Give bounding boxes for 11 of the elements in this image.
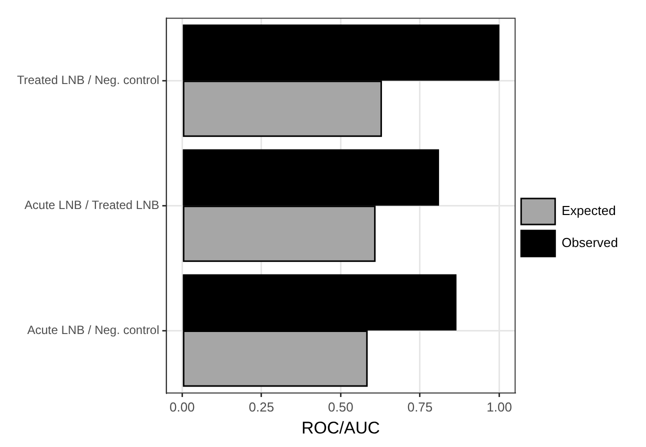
y-tick-label: Acute LNB / Neg. control (27, 322, 160, 337)
x-tick-label: 0.00 (169, 399, 195, 414)
x-tick-label: 0.25 (248, 399, 274, 414)
y-tick-label: Acute LNB / Treated LNB (24, 198, 160, 212)
y-tick-label: Treated LNB / Neg. control (16, 72, 160, 87)
x-axis-title: ROC/AUC (302, 418, 380, 438)
x-tick-label: 0.75 (407, 399, 433, 414)
legend-label: Observed (562, 235, 618, 250)
x-tick-label: 0.50 (328, 399, 354, 414)
x-tick-label: 1.00 (486, 399, 512, 414)
legend-label: Expected (562, 203, 616, 218)
